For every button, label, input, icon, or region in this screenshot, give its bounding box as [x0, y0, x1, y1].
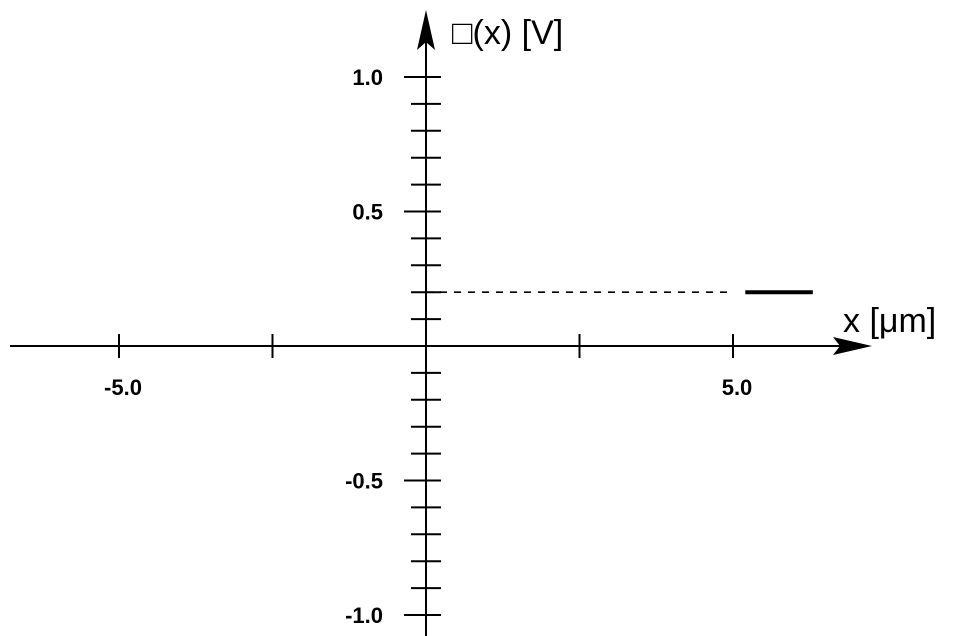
x-axis-title: x [μm]: [843, 302, 936, 340]
y-axis-title: □(x) [V]: [452, 14, 563, 52]
y-axis: 1.0 0.5 -0.5 -1.0 □(x) [V]: [345, 10, 563, 636]
y-tick-label: 0.5: [352, 200, 383, 225]
x-axis: -5.0 5.0 x [μm]: [10, 302, 936, 400]
y-axis-arrow: [417, 10, 435, 50]
x-tick-label: 5.0: [722, 375, 753, 400]
y-tick-label: -1.0: [345, 603, 383, 628]
x-ticks: -5.0 5.0: [104, 334, 752, 400]
y-tick-label: -0.5: [345, 469, 383, 494]
x-tick-label: -5.0: [104, 375, 142, 400]
x-axis-arrow: [833, 337, 872, 355]
y-ticks: 1.0 0.5 -0.5 -1.0: [345, 65, 441, 628]
y-tick-label: 1.0: [352, 65, 383, 90]
